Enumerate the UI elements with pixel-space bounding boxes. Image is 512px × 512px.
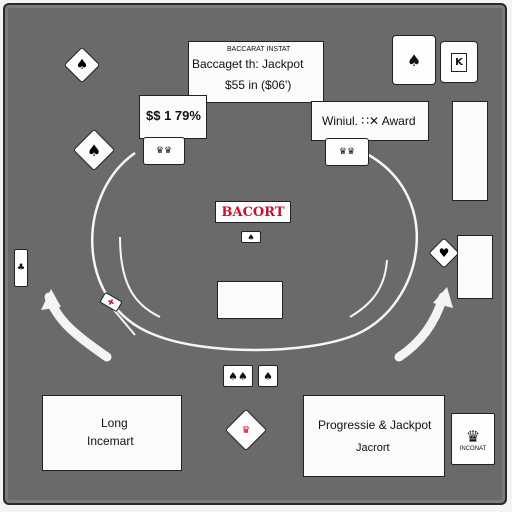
small-card-spade-2[interactable]: ♠ <box>258 365 278 387</box>
king-icon: K <box>451 52 467 72</box>
face-cards-icon: ♛♛ <box>155 146 173 156</box>
spade-icon: ♠ <box>263 369 273 383</box>
spade-icon: ♠♠ <box>228 369 248 383</box>
card-mark-icon: ✚ <box>105 296 117 308</box>
table-track <box>41 151 453 362</box>
award-panel: Winiul. ∷✕ Award <box>311 101 429 141</box>
playing-card-king[interactable]: K <box>440 41 478 83</box>
bet-label: BACORT <box>221 204 285 220</box>
bet-label-box[interactable]: BACORT <box>215 201 291 223</box>
spade-icon: ♠ <box>406 50 422 70</box>
face-card-icon: ♛ <box>465 426 481 446</box>
spade-icon: ♠ <box>247 232 255 242</box>
spade-chip: ♠ <box>241 231 261 243</box>
dealt-cards-right: ♛♛ <box>325 138 369 166</box>
heart-icon: ♥ <box>438 246 450 260</box>
jackpot-info-panel: BACCARAT INSTAT Baccaget th: Jackpot $55… <box>188 41 324 103</box>
side-slot-panel[interactable] <box>452 101 488 201</box>
dealt-cards-left: ♛♛ <box>143 137 185 165</box>
corner-card: ♛ INCONAT <box>451 413 495 465</box>
award-text: Winiul. ∷✕ Award <box>322 114 416 128</box>
spade-icon: ♠ <box>75 57 89 73</box>
game-table: ♠ BACCARAT INSTAT Baccaget th: Jackpot $… <box>3 3 507 505</box>
progressive-sub: Jacrort <box>356 442 390 454</box>
small-card-spade-1[interactable]: ♠♠ <box>223 365 253 387</box>
progressive-title: Progressie & Jackpot <box>318 418 432 432</box>
spade-icon: ♠ <box>86 140 102 160</box>
center-bet-box[interactable] <box>217 281 283 319</box>
long-label: Long <box>101 416 128 430</box>
jackpot-title: Baccaget th: Jackpot <box>192 57 304 71</box>
club-icon: ♣ <box>16 263 26 273</box>
jackpot-amount: $55 in ($06') <box>225 78 292 92</box>
long-incemart-panel[interactable]: Long Incemart <box>42 395 182 471</box>
jackpot-header: BACCARAT INSTAT <box>227 46 291 53</box>
right-card-slot[interactable] <box>457 235 493 299</box>
corner-card-label: INCONAT <box>459 445 487 452</box>
face-cards-icon: ♛♛ <box>338 147 356 157</box>
amount-display: $$ 1 79% <box>139 95 207 139</box>
face-card-icon: ♛ <box>241 424 251 436</box>
progressive-jackpot-panel[interactable]: Progressie & Jackpot Jacrort <box>303 395 445 477</box>
amount-value: $$ 1 79% <box>146 108 201 123</box>
left-edge-card: ♣ <box>14 249 28 287</box>
incemart-label: Incemart <box>87 434 134 448</box>
playing-card-spade[interactable]: ♠ <box>392 35 436 85</box>
